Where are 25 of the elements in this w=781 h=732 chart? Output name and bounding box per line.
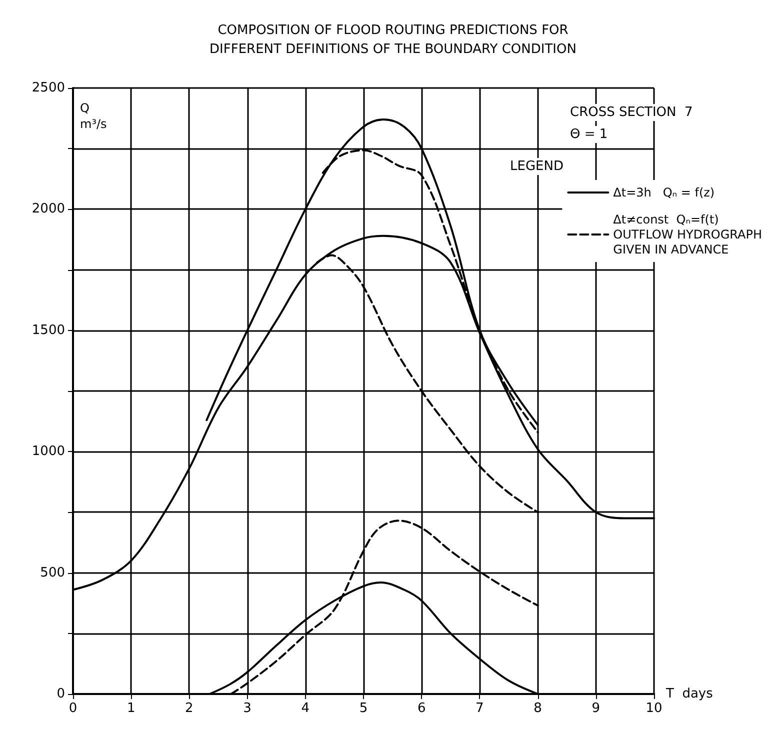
y-axis-title: Q m³/s bbox=[80, 101, 107, 131]
annotation: CROSS SECTION 7 bbox=[570, 105, 693, 120]
x-tick-label: 8 bbox=[534, 701, 542, 716]
x-tick-label: 2 bbox=[185, 701, 194, 716]
x-tick-label: 7 bbox=[476, 701, 484, 716]
legend-label: Δt≠const Qₙ=f(t) OUTFLOW HYDROGRAPH GIVEN IN ADVANCE bbox=[613, 212, 762, 256]
y-tick-label: 500 bbox=[40, 565, 65, 580]
y-tick-label: 0 bbox=[56, 686, 65, 702]
x-tick-label: 1 bbox=[126, 701, 136, 716]
x-tick-label: 0 bbox=[68, 701, 78, 716]
annotation: Θ = 1 bbox=[570, 127, 608, 142]
x-axis-title: T days bbox=[665, 686, 714, 702]
legend-title: LEGEND bbox=[510, 159, 564, 174]
y-tick-label: 1500 bbox=[32, 322, 65, 338]
x-tick-label: 10 bbox=[646, 701, 662, 716]
y-tick-label: 2000 bbox=[32, 202, 65, 217]
x-tick-label: 5 bbox=[359, 701, 368, 716]
x-tick-label: 3 bbox=[243, 701, 252, 716]
legend-label: Δt=3h Qₙ = f(z) bbox=[613, 186, 715, 200]
x-tick-label: 4 bbox=[301, 701, 310, 716]
chart-title: COMPOSITION OF FLOOD ROUTING PREDICTIONS FOR DIFFERENT DEFINITIONS OF THE BOUNDARY CONDITION bbox=[210, 23, 576, 57]
x-tick-label: 6 bbox=[417, 701, 426, 716]
y-tick-label: 1000 bbox=[32, 444, 65, 460]
x-tick-label: 9 bbox=[592, 701, 600, 716]
y-tick-label: 2500 bbox=[32, 80, 65, 96]
